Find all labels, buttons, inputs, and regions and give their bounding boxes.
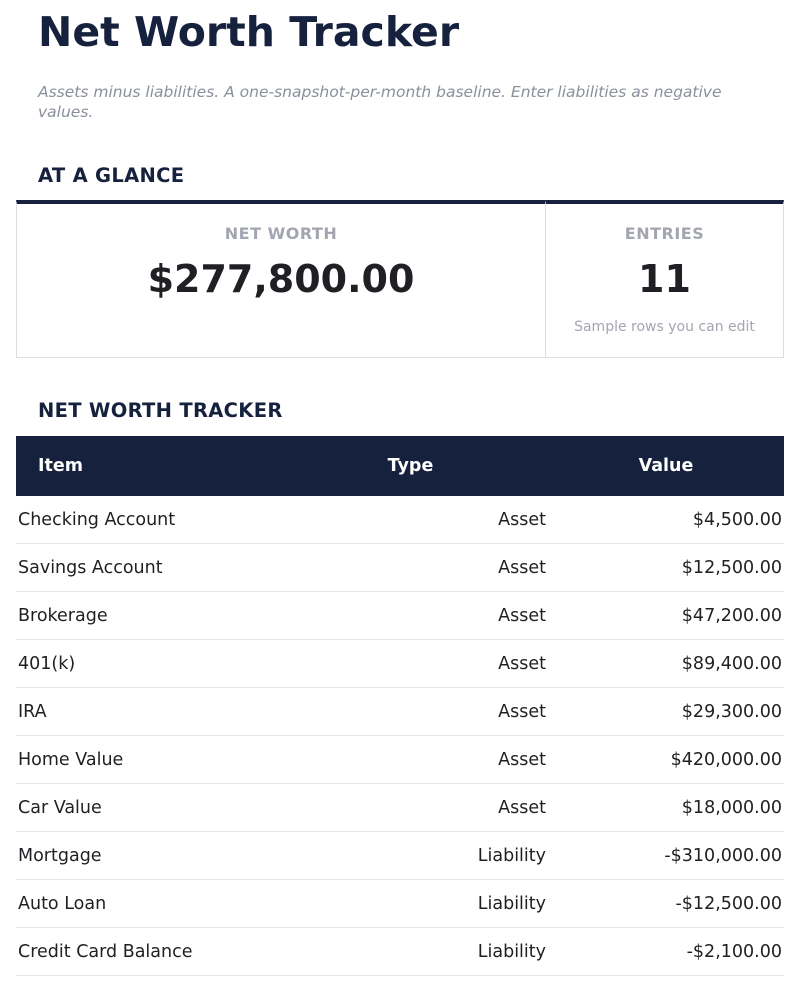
value-cell[interactable]: $4,500.00	[548, 496, 784, 544]
type-cell[interactable]: Asset	[273, 735, 548, 784]
item-cell[interactable]: Savings Account	[16, 543, 273, 592]
item-cell[interactable]: Mortgage	[16, 831, 273, 880]
type-cell[interactable]: Liability	[273, 831, 548, 880]
item-cell[interactable]: Brokerage	[16, 591, 273, 640]
table-row[interactable]: Brokerage Asset $47,200.00	[16, 591, 784, 640]
type-cell[interactable]: Asset	[273, 543, 548, 592]
page-title: Net Worth Tracker	[38, 8, 460, 56]
value-cell[interactable]: -$2,100.00	[548, 927, 784, 976]
item-cell[interactable]: Auto Loan	[16, 879, 273, 928]
item-cell[interactable]: 401(k)	[16, 639, 273, 688]
type-cell[interactable]: Asset	[273, 591, 548, 640]
table-row[interactable]: Home Value Asset $420,000.00	[16, 735, 784, 784]
value-cell[interactable]: $29,300.00	[548, 687, 784, 736]
value-cell[interactable]: -$12,500.00	[548, 879, 784, 928]
summary-cards: NET WORTH $277,800.00 ENTRIES 11 Sample …	[16, 200, 784, 358]
tracker-heading: NET WORTH TRACKER	[38, 399, 283, 422]
type-cell[interactable]: Liability	[273, 927, 548, 976]
table-row[interactable]: Auto Loan Liability -$12,500.00	[16, 879, 784, 928]
table-row[interactable]: 401(k) Asset $89,400.00	[16, 639, 784, 688]
net-worth-table: Item Type Value Checking Account Asset $4,…	[16, 436, 784, 976]
entries-label: ENTRIES	[624, 224, 705, 243]
value-cell[interactable]: -$310,000.00	[548, 831, 784, 880]
value-cell[interactable]: $18,000.00	[548, 783, 784, 832]
value-cell[interactable]: $12,500.00	[548, 543, 784, 592]
entries-card: ENTRIES 11 Sample rows you can edit	[546, 200, 784, 358]
type-cell[interactable]: Asset	[273, 639, 548, 688]
value-cell[interactable]: $420,000.00	[548, 735, 784, 784]
item-cell[interactable]: Home Value	[16, 735, 273, 784]
type-cell[interactable]: Liability	[273, 879, 548, 928]
item-cell[interactable]: Checking Account	[16, 496, 273, 544]
value-cell[interactable]: $89,400.00	[548, 639, 784, 688]
value-cell[interactable]: $47,200.00	[548, 591, 784, 640]
net-worth-value: $277,800.00	[147, 257, 415, 301]
table-header: Item Type Value	[16, 436, 784, 496]
at-a-glance-heading: AT A GLANCE	[38, 164, 185, 187]
type-cell[interactable]: Asset	[273, 687, 548, 736]
column-header-type[interactable]: Type	[387, 456, 434, 476]
entries-value: 11	[638, 257, 691, 301]
column-header-value[interactable]: Value	[638, 456, 694, 476]
entries-note: Sample rows you can edit	[574, 319, 755, 335]
item-cell[interactable]: Credit Card Balance	[16, 927, 273, 976]
type-cell[interactable]: Asset	[273, 496, 548, 544]
table-row[interactable]: Savings Account Asset $12,500.00	[16, 543, 784, 592]
table-row[interactable]: Checking Account Asset $4,500.00	[16, 496, 784, 544]
table-row[interactable]: Mortgage Liability -$310,000.00	[16, 831, 784, 880]
table-row[interactable]: IRA Asset $29,300.00	[16, 687, 784, 736]
table-row[interactable]: Car Value Asset $18,000.00	[16, 783, 784, 832]
item-cell[interactable]: Car Value	[16, 783, 273, 832]
column-header-item[interactable]: Item	[38, 456, 83, 476]
type-cell[interactable]: Asset	[273, 783, 548, 832]
net-worth-label: NET WORTH	[224, 224, 338, 243]
page-subtitle: Assets minus liabilities. A one-snapshot…	[38, 83, 722, 121]
item-cell[interactable]: IRA	[16, 687, 273, 736]
table-row[interactable]: Credit Card Balance Liability -$2,100.00	[16, 927, 784, 976]
net-worth-card: NET WORTH $277,800.00	[16, 200, 546, 358]
